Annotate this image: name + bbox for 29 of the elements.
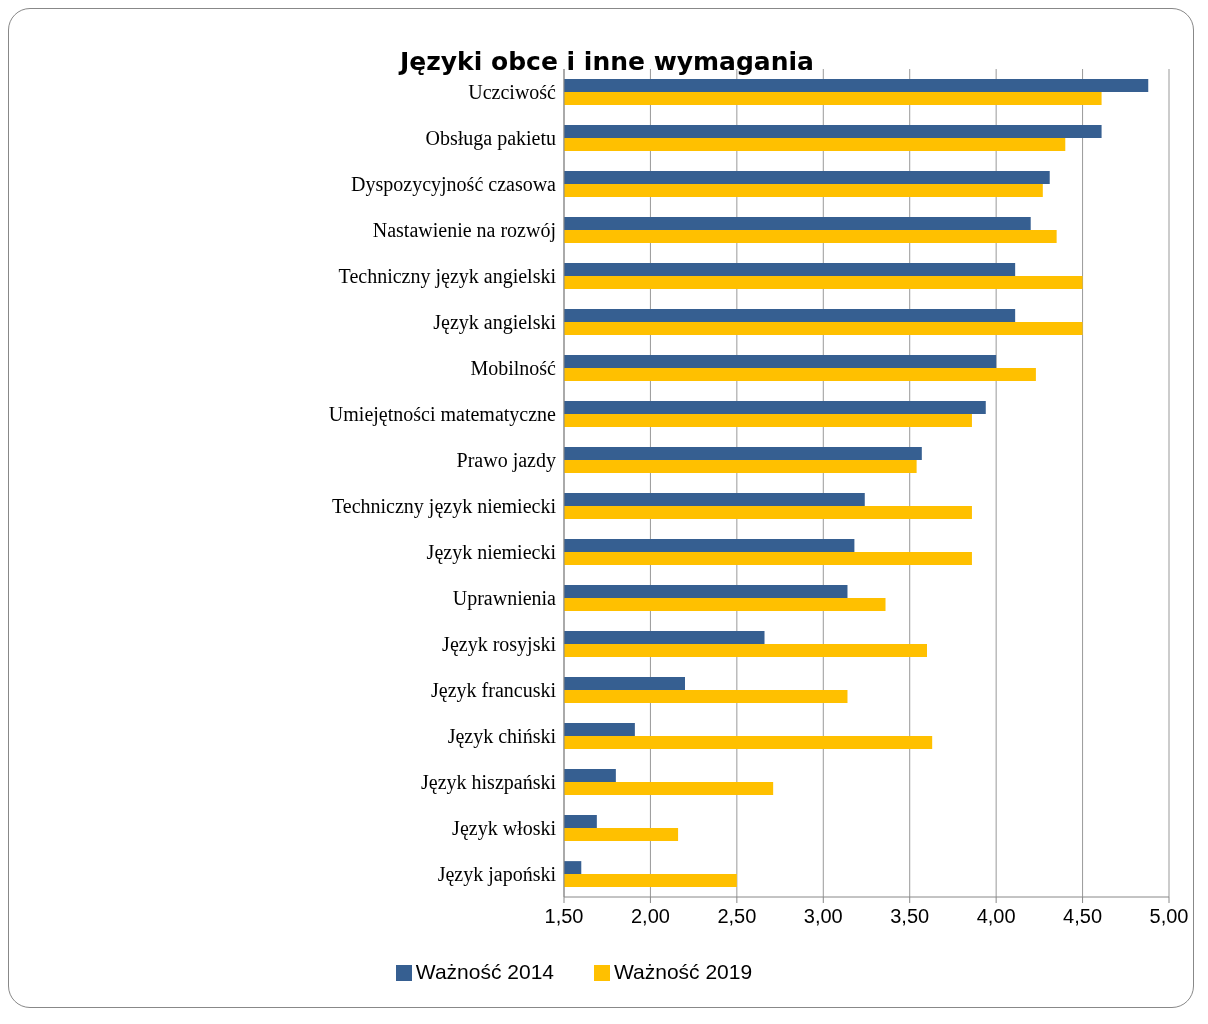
y-tick-label: Prawo jazdy	[456, 449, 556, 473]
x-tick-label: 1,50	[544, 905, 584, 928]
y-tick-label: Język chiński	[447, 725, 557, 749]
y-tick-label: Uczciwość	[468, 81, 557, 104]
y-tick-label: Mobilność	[470, 357, 557, 380]
y-tick-label: Obsługa pakietu	[425, 127, 556, 151]
y-tick-label: Język japoński	[437, 863, 557, 887]
x-tick-label: 2,00	[630, 905, 670, 928]
y-tick-label: Techniczny język angielski	[338, 265, 557, 289]
legend-label: Ważność 2014	[415, 960, 554, 983]
x-tick-label: 5,00	[1149, 905, 1189, 928]
y-tick-label: Umiejętności matematyczne	[328, 403, 557, 427]
y-tick-label: Nastawienie na rozwój	[372, 219, 556, 243]
x-tick-label: 4,00	[976, 905, 1016, 928]
y-tick-label: Język francuski	[431, 679, 557, 703]
y-tick-label: Dyspozycyjność czasowa	[351, 173, 557, 197]
x-tick-label: 2,50	[717, 905, 757, 928]
y-tick-label: Uprawnienia	[452, 587, 557, 611]
chart-title: Języki obce i inne wymagania	[397, 47, 815, 76]
x-tick-label: 3,50	[890, 905, 930, 928]
y-tick-label: Język hiszpański	[421, 771, 557, 795]
y-tick-label: Język angielski	[433, 311, 557, 335]
y-tick-label: Język rosyjski	[442, 633, 557, 657]
x-tick-label: 4,50	[1063, 905, 1103, 928]
y-tick-label: Język włoski	[452, 817, 557, 841]
y-tick-label: Techniczny język niemiecki	[331, 495, 557, 519]
x-tick-label: 3,00	[803, 905, 843, 928]
legend-label: Ważność 2019	[614, 960, 753, 983]
y-tick-label: Język niemiecki	[426, 541, 557, 565]
